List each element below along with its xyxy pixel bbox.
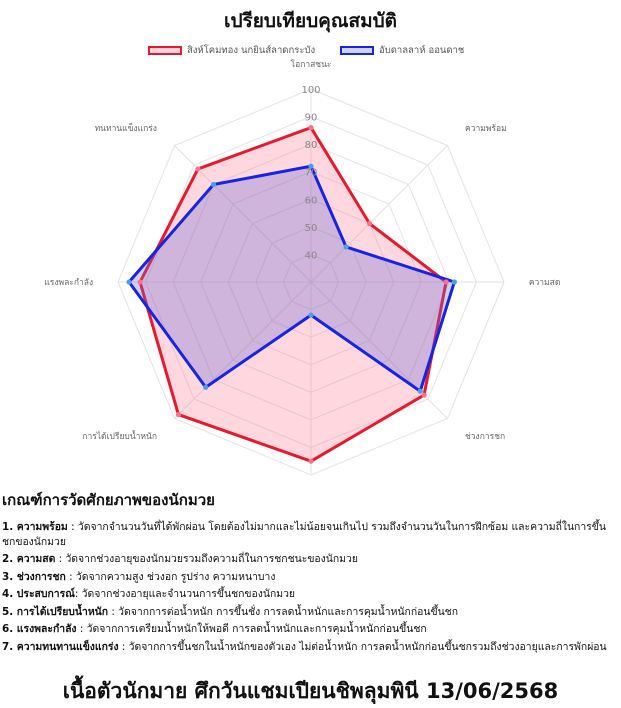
tick-label: 40 <box>305 250 318 261</box>
criteria-item-label: 5. การได้เปรียบน้ำหนัก <box>2 605 109 618</box>
criteria-item: 1. ความพร้อม : วัดจากจำนวนวันที่ได้พักผ่… <box>2 520 613 549</box>
series-1-point[interactable] <box>137 279 143 285</box>
criteria-item-desc: : วัดจากการเตรียมน้ำหนักให้พอดี การลดน้ำ… <box>76 623 427 635</box>
footer-caption: เนื้อตัวนักมาย ศึกวันแชมเปียนชิพลุมพินี … <box>62 679 559 703</box>
series-2-point[interactable] <box>451 279 457 285</box>
series-1-point[interactable] <box>421 392 427 398</box>
tick-label: 70 <box>305 168 318 179</box>
legend-item-series-1[interactable]: สิงห์โคมทอง นกยินส์ลาดกระบัง <box>148 43 315 58</box>
tick-label: 80 <box>305 140 318 151</box>
criteria-item-label: 1. ความพร้อม <box>2 521 68 533</box>
series-2-point[interactable] <box>417 388 423 394</box>
radar-chart: โอกาสชนะความพร้อมความสดช่วงการชกประสบการ… <box>44 59 561 476</box>
grid-spoke <box>310 145 448 283</box>
series-2-point[interactable] <box>343 244 349 250</box>
criteria-item-desc: : วัดจากช่วงอายุของนักมวยรวมถึงความถี่ใน… <box>55 553 358 565</box>
axis-label: ความสด <box>529 278 561 288</box>
legend-swatch-series-1 <box>148 46 182 55</box>
series-1-point[interactable] <box>308 458 314 464</box>
criteria-title: เกณฑ์การวัดศักยภาพของนักมวย <box>2 491 215 509</box>
criteria-item-label: 4. ประสบการณ์ <box>2 588 75 600</box>
series-2-point[interactable] <box>308 312 314 318</box>
series-1-point[interactable] <box>195 166 201 172</box>
legend-swatch-series-2 <box>340 46 374 55</box>
criteria-item: 7. ความทนทานแข็งแกร่ง : วัดจากการขึ้นชกใ… <box>2 640 613 655</box>
axis-label: การได้เปรียบน้ำหนัก <box>82 430 157 442</box>
axis-label: โอกาสชนะ <box>291 59 332 70</box>
series-1-point[interactable] <box>443 279 449 285</box>
criteria-item-label: 6. แรงพละกำลัง <box>2 623 77 635</box>
tick-label: 90 <box>305 113 318 124</box>
criteria-item-label: 7. ความทนทานแข็งแกร่ง <box>2 640 119 653</box>
series-1-point[interactable] <box>366 220 373 227</box>
grid-spoke <box>174 281 312 419</box>
legend-label-series-2: อับดาลลาห์ ออนดาช <box>379 45 465 56</box>
criteria-item-label: 2. ความสด <box>2 553 56 565</box>
criteria-item-desc: : วัดจากช่วงอายุและจำนวนการขึ้นชกของนักม… <box>74 588 296 600</box>
radar-series <box>126 125 457 464</box>
series-2-point[interactable] <box>210 181 217 188</box>
axis-label: ช่วงการชก <box>465 432 505 442</box>
axis-label: ความพร้อม <box>465 123 507 134</box>
tick-label: 50 <box>305 223 318 234</box>
radar-tick-labels: 40 50 60 70 80 90 100 <box>301 85 320 261</box>
chart-title: เปรียบเทียบคุณสมบัติ <box>223 10 398 32</box>
criteria-item: 4. ประสบการณ์: วัดจากช่วงอายุและจำนวนการ… <box>2 587 613 602</box>
criteria-item-desc: : วัดจากจำนวนวันที่ได้พักผ่อน โดยต้องไม่… <box>2 521 606 548</box>
axis-label: ทนทานแข็งแกร่ง <box>95 122 157 134</box>
legend-label-series-1: สิงห์โคมทอง นกยินส์ลาดกระบัง <box>187 45 316 56</box>
criteria-item-desc: : วัดจากการต่อน้ำหนัก การขึ้นชั่ง การลดน… <box>108 605 459 618</box>
criteria-item: 3. ช่วงการชก : วัดจากความสูง ช่วงอก รูปร… <box>2 570 613 585</box>
series-1-point[interactable] <box>308 125 314 131</box>
axis-label: แรงพละกำลัง <box>44 278 93 288</box>
criteria-item-desc: : วัดจากการขึ้นชกในน้ำหนักของตัวเอง ไม่ต… <box>118 640 607 653</box>
series-1-point[interactable] <box>175 411 182 418</box>
criteria-item-desc: : วัดจากความสูง ช่วงอก รูปร่าง ความหนาบา… <box>65 570 276 583</box>
chart-legend: สิงห์โคมทอง นกยินส์ลาดกระบัง อับดาลลาห์ … <box>0 43 621 61</box>
criteria-item: 5. การได้เปรียบน้ำหนัก : วัดจากการต่อน้ำ… <box>2 605 613 620</box>
criteria-item-label: 3. ช่วงการชก <box>2 570 66 583</box>
legend-item-series-2[interactable]: อับดาลลาห์ ออนดาช <box>340 43 464 58</box>
series-2-point[interactable] <box>203 384 209 390</box>
radar-axis-labels: โอกาสชนะความพร้อมความสดช่วงการชกประสบการ… <box>44 59 561 442</box>
series-2-point[interactable] <box>308 163 314 169</box>
criteria-item: 2. ความสด : วัดจากช่วงอายุของนักมวยรวมถึ… <box>2 552 613 567</box>
tick-label: 100 <box>301 85 320 96</box>
tick-label: 60 <box>305 195 318 206</box>
criteria-item: 6. แรงพละกำลัง : วัดจากการเตรียมน้ำหนักใ… <box>2 622 613 637</box>
criteria-section: เกณฑ์การวัดศักยภาพของนักมวย 1. ความพร้อม… <box>0 488 621 657</box>
series-2-point[interactable] <box>126 279 132 285</box>
